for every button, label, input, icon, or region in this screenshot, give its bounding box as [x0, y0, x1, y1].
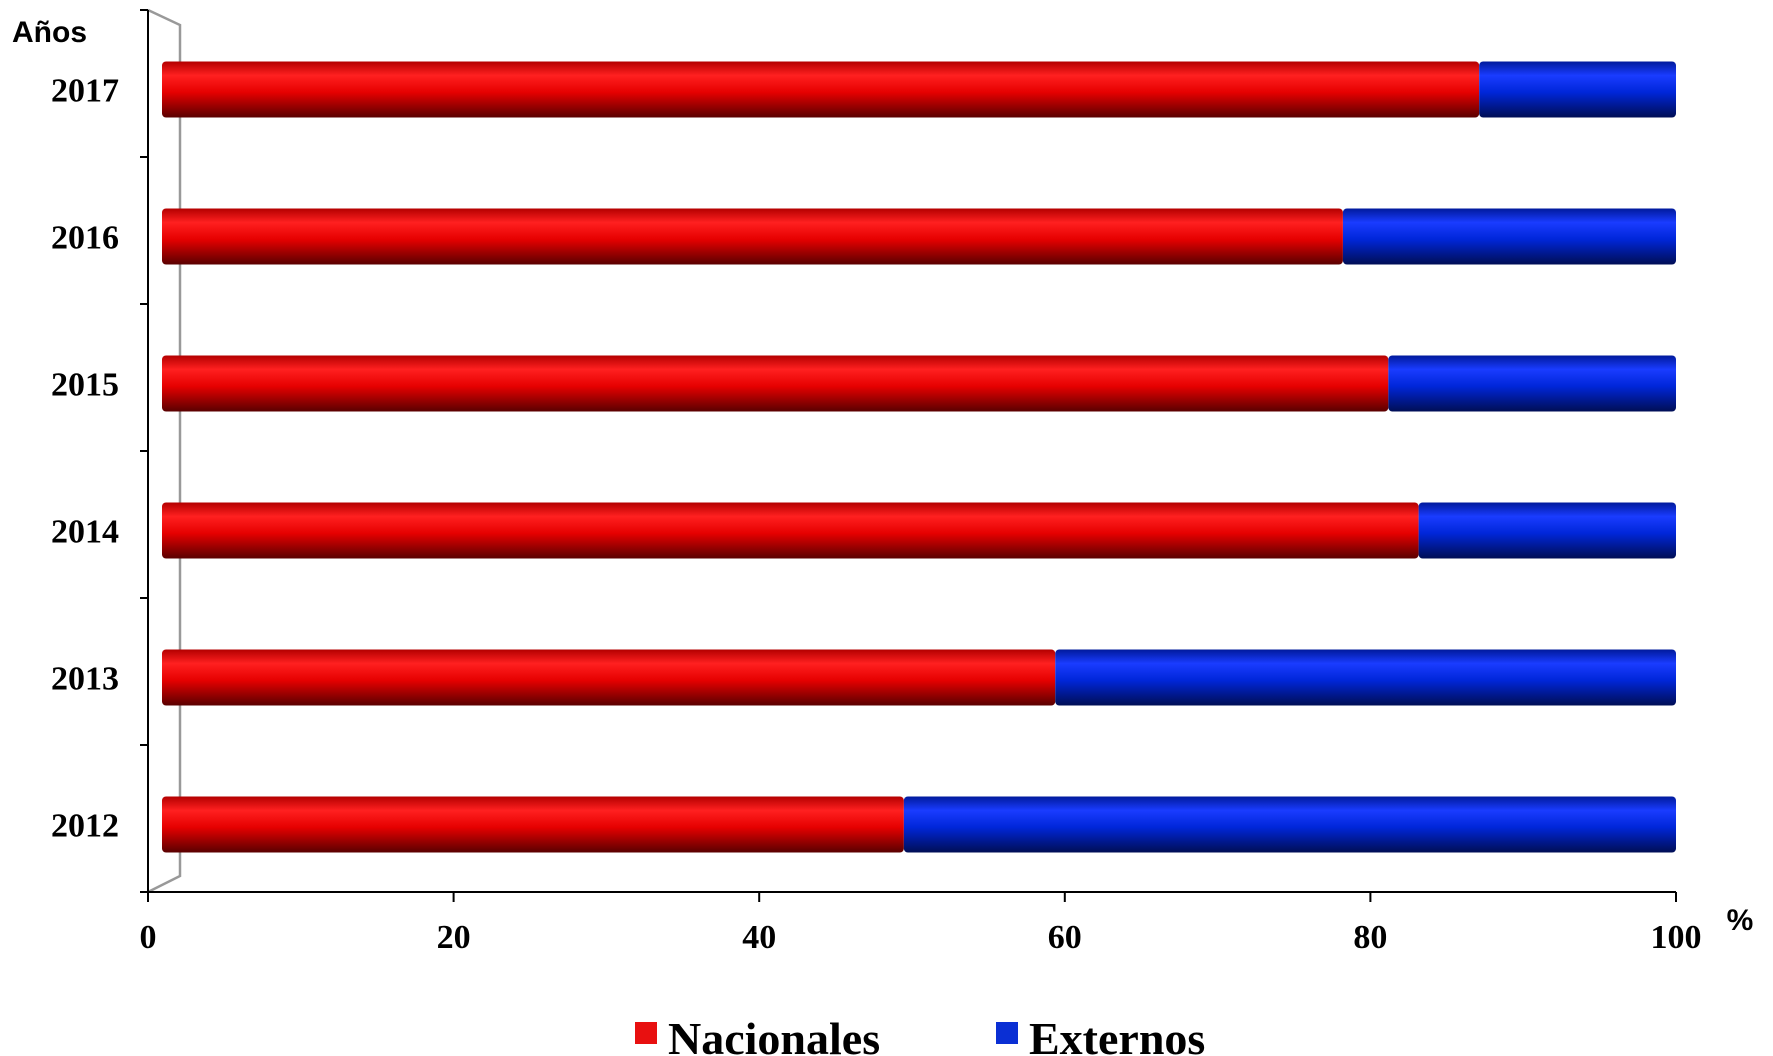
bar-externos-2016	[1342, 208, 1676, 265]
bar-nacionales-2017	[162, 61, 1480, 118]
bar-nacionales-2012	[162, 796, 904, 853]
legend: Nacionales Externos	[635, 1013, 1205, 1056]
legend-swatch-externos	[996, 1022, 1018, 1044]
y-axis-title: Años	[12, 16, 87, 49]
y-tick-label: 2015	[51, 367, 119, 404]
bar-externos-2013	[1055, 649, 1676, 706]
plot-wall	[147, 8, 182, 894]
bar-nacionales-2014	[162, 502, 1419, 559]
y-tick-label: 2013	[51, 661, 119, 698]
y-tick-label: 2012	[51, 808, 119, 845]
x-axis-title: %	[1727, 904, 1754, 937]
x-tick-label: 20	[437, 919, 471, 956]
y-tick-label: 2016	[51, 220, 119, 257]
bar-nacionales-2013	[162, 649, 1056, 706]
x-tick-label: 0	[140, 919, 157, 956]
legend-label-nacionales: Nacionales	[668, 1013, 880, 1056]
legend-label-externos: Externos	[1029, 1013, 1205, 1056]
bar-externos-2017	[1479, 61, 1676, 118]
y-tick-label: 2014	[51, 514, 119, 551]
bar-nacionales-2015	[162, 355, 1389, 412]
x-tick-label: 60	[1048, 919, 1082, 956]
x-tick-label: 40	[742, 919, 776, 956]
bar-nacionales-2016	[162, 208, 1343, 265]
x-tick-label: 100	[1651, 919, 1702, 956]
bar-externos-2015	[1388, 355, 1676, 412]
legend-swatch-nacionales	[635, 1022, 657, 1044]
bar-externos-2014	[1418, 502, 1676, 559]
bar-externos-2012	[903, 796, 1676, 853]
x-tick-label: 80	[1353, 919, 1387, 956]
y-tick-label: 2017	[51, 73, 119, 110]
